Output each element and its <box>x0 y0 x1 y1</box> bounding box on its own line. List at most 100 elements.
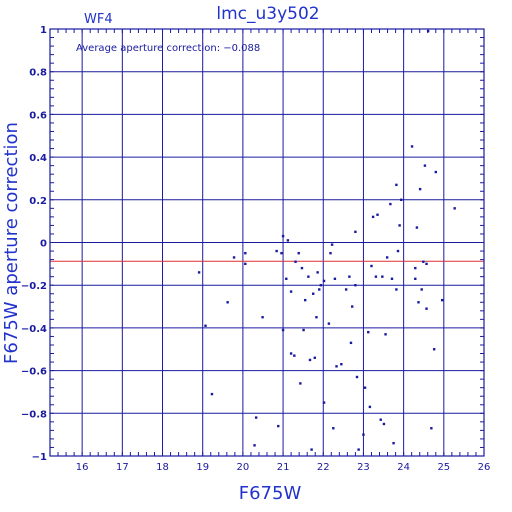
data-point <box>330 243 334 246</box>
x-tick-label: 20 <box>237 462 250 473</box>
data-point <box>315 316 318 319</box>
data-point <box>318 288 321 291</box>
data-point <box>396 249 400 253</box>
data-point <box>354 230 357 234</box>
data-point <box>420 288 423 291</box>
data-point <box>297 251 300 255</box>
data-point <box>313 356 317 359</box>
data-point <box>307 275 310 278</box>
data-point <box>261 316 264 319</box>
data-point <box>322 279 326 283</box>
data-point <box>226 301 229 304</box>
data-point <box>423 164 427 167</box>
data-point <box>299 382 302 385</box>
data-point <box>425 307 428 310</box>
data-point <box>354 284 357 287</box>
data-point <box>415 226 419 229</box>
data-point <box>453 207 456 210</box>
data-point <box>392 441 395 445</box>
data-point <box>332 427 335 430</box>
data-point <box>281 234 285 238</box>
data-point <box>333 277 337 280</box>
data-point <box>381 275 384 278</box>
data-point <box>348 275 351 278</box>
data-point <box>390 277 394 280</box>
data-point <box>362 433 365 436</box>
data-point <box>434 170 437 174</box>
data-point <box>422 260 425 263</box>
data-point <box>244 262 247 266</box>
x-tick-label: 17 <box>116 462 129 473</box>
data-point <box>210 392 214 396</box>
x-tick-label: 21 <box>277 462 290 473</box>
x-tick-label: 24 <box>397 462 410 473</box>
x-axis-label: F675W <box>239 483 302 504</box>
data-point <box>417 301 420 304</box>
data-point <box>355 375 359 379</box>
data-point <box>327 322 331 325</box>
average-annotation: Average aperture correction: −0.088 <box>76 43 260 54</box>
data-point <box>395 183 398 187</box>
data-point <box>344 288 348 291</box>
data-point <box>316 271 319 274</box>
x-tick-label: 18 <box>156 462 169 473</box>
grid-lines <box>50 28 485 457</box>
y-tick-label: 0 <box>40 239 47 250</box>
y-axis-label: F675W aperture correction <box>1 122 22 364</box>
data-point <box>319 284 323 287</box>
data-point <box>371 215 375 219</box>
data-point <box>370 264 373 268</box>
y-tick-labels: −1 −0.8 −0.6 −0.4 −0.2 0 0.2 0.4 0.6 0.8 1 <box>21 25 484 463</box>
data-point <box>289 352 293 355</box>
y-tick-label: 0.2 <box>29 196 47 207</box>
data-point <box>384 333 387 336</box>
x-tick-label: 19 <box>196 462 209 473</box>
data-point <box>368 405 372 409</box>
data-point <box>244 251 247 255</box>
data-point <box>340 362 343 366</box>
data-point <box>310 448 313 451</box>
data-point <box>414 266 417 270</box>
data-point <box>275 249 278 253</box>
data-point <box>322 401 326 404</box>
data-point <box>285 277 288 280</box>
data-point <box>441 298 444 302</box>
chart-title: lmc_u3y502 <box>216 4 319 24</box>
data-point <box>303 298 307 302</box>
data-point <box>329 251 332 255</box>
data-point <box>414 277 417 280</box>
x-tick-label: 16 <box>76 462 89 473</box>
data-point <box>350 305 354 308</box>
data-point <box>382 422 386 426</box>
data-point <box>400 198 403 201</box>
data-point <box>312 292 315 295</box>
x-tick-label: 22 <box>317 462 330 473</box>
data-point <box>432 348 436 351</box>
data-point <box>294 260 297 263</box>
data-point <box>398 224 401 227</box>
data-point <box>204 324 207 327</box>
data-point <box>289 290 293 293</box>
data-point <box>425 262 428 266</box>
x-tick-label: 25 <box>437 462 450 473</box>
y-tick-label: 1 <box>40 25 47 36</box>
data-point <box>300 266 304 270</box>
data-point <box>376 213 379 216</box>
data-point <box>379 418 382 421</box>
data-point <box>430 427 433 430</box>
data-point <box>302 328 305 332</box>
data-point <box>418 187 422 191</box>
y-tick-label: −0.6 <box>21 367 47 378</box>
data-point <box>395 288 398 291</box>
data-point <box>253 444 256 447</box>
data-point <box>349 341 353 345</box>
data-point <box>277 424 280 428</box>
data-point <box>197 271 201 274</box>
y-tick-label: 0.8 <box>29 68 47 79</box>
y-tick-label: −0.4 <box>21 324 47 335</box>
data-point <box>374 275 378 278</box>
data-point <box>308 358 312 362</box>
data-point <box>367 330 370 334</box>
data-point <box>286 239 290 242</box>
